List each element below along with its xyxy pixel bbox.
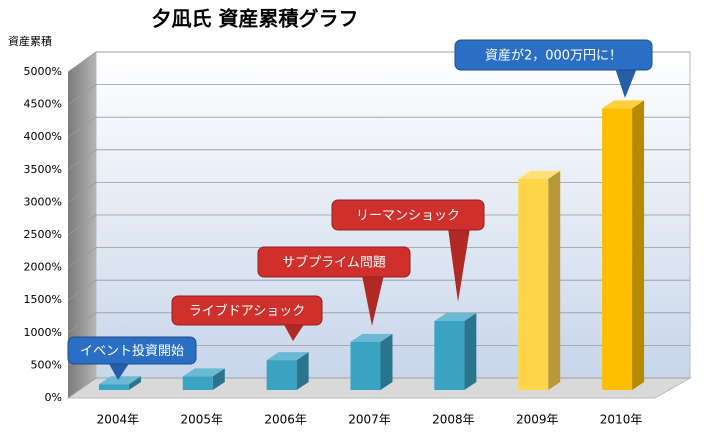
bar	[182, 376, 213, 390]
callout-box	[454, 39, 653, 71]
y-tick-label: 500%	[31, 358, 62, 371]
y-tick-label: 3000%	[24, 195, 62, 208]
chart-title: 夕凪氏 資産累積グラフ	[152, 7, 359, 31]
bar-top	[182, 368, 225, 377]
grid-line-side	[67, 312, 97, 334]
bar-side	[296, 352, 309, 390]
grid-line-side	[67, 84, 97, 105]
y-tick-label: 1500%	[24, 293, 62, 306]
grid-line-side	[67, 51, 97, 73]
x-tick-label: 2007年	[348, 413, 391, 427]
y-tick-label: 5000%	[24, 65, 62, 78]
callout-tail	[362, 275, 384, 326]
y-axis-title: 資産累積	[8, 34, 52, 48]
bar-top	[518, 170, 561, 179]
y-tick-label: 3500%	[24, 163, 62, 176]
x-tick-label: 2005年	[181, 413, 224, 427]
x-tick-label: 2004年	[97, 413, 140, 427]
grid-line-side	[67, 279, 97, 301]
callout-tail	[108, 362, 130, 380]
callout-text: リーマンショック	[356, 209, 460, 224]
y-tick-label: 1000%	[24, 326, 62, 339]
callout-box	[331, 199, 485, 231]
bars	[98, 100, 645, 390]
grid-line-side	[67, 182, 97, 203]
bar-side	[548, 170, 561, 390]
callout-tail	[283, 323, 305, 341]
y-tick-label: 0%	[45, 391, 62, 404]
callout-text: 資産が2，000万円に！	[485, 48, 622, 64]
annotations: イベント投資開始 ライブドアショック サブプライム問題 リーマンショック 資産が2，00…	[67, 39, 653, 380]
bar-top	[266, 352, 309, 361]
callout-tail	[448, 228, 470, 302]
grid-line-side	[67, 149, 97, 171]
y-tick-label: 4000%	[24, 130, 62, 143]
callout-box	[257, 246, 411, 278]
grid-line-side	[67, 377, 97, 399]
callout-text: ライブドアショック	[189, 303, 305, 319]
y-tick-label: 2500%	[24, 228, 62, 241]
bar	[602, 108, 633, 390]
bar	[98, 384, 129, 390]
bar-side	[380, 333, 393, 390]
bar-side	[212, 368, 225, 390]
bar-side	[464, 312, 477, 390]
callout-tail	[615, 68, 637, 98]
bar	[350, 341, 381, 390]
bar-top	[602, 100, 645, 109]
bar-side	[632, 100, 645, 390]
bar-top	[350, 333, 393, 342]
bar-top	[434, 312, 477, 321]
y-tick-label: 4500%	[24, 98, 62, 111]
callout-box	[67, 336, 197, 365]
x-tick-label: 2010年	[600, 413, 643, 427]
grid-line-side	[67, 116, 97, 138]
grid-line-side	[67, 214, 97, 236]
y-tick-label: 2000%	[24, 261, 62, 274]
callout-text: サブプライム問題	[282, 255, 386, 271]
grid-line-side	[67, 247, 97, 268]
callout-box	[171, 295, 323, 326]
x-tick-label: 2006年	[264, 413, 307, 427]
bar	[518, 178, 549, 390]
x-tick-label: 2008年	[432, 413, 475, 427]
bar	[266, 360, 297, 390]
bar-top	[98, 376, 141, 385]
bar	[434, 320, 465, 390]
x-tick-label: 2009年	[516, 413, 559, 427]
callout-text: イベント投資開始	[80, 343, 184, 359]
bar-side	[128, 376, 141, 390]
